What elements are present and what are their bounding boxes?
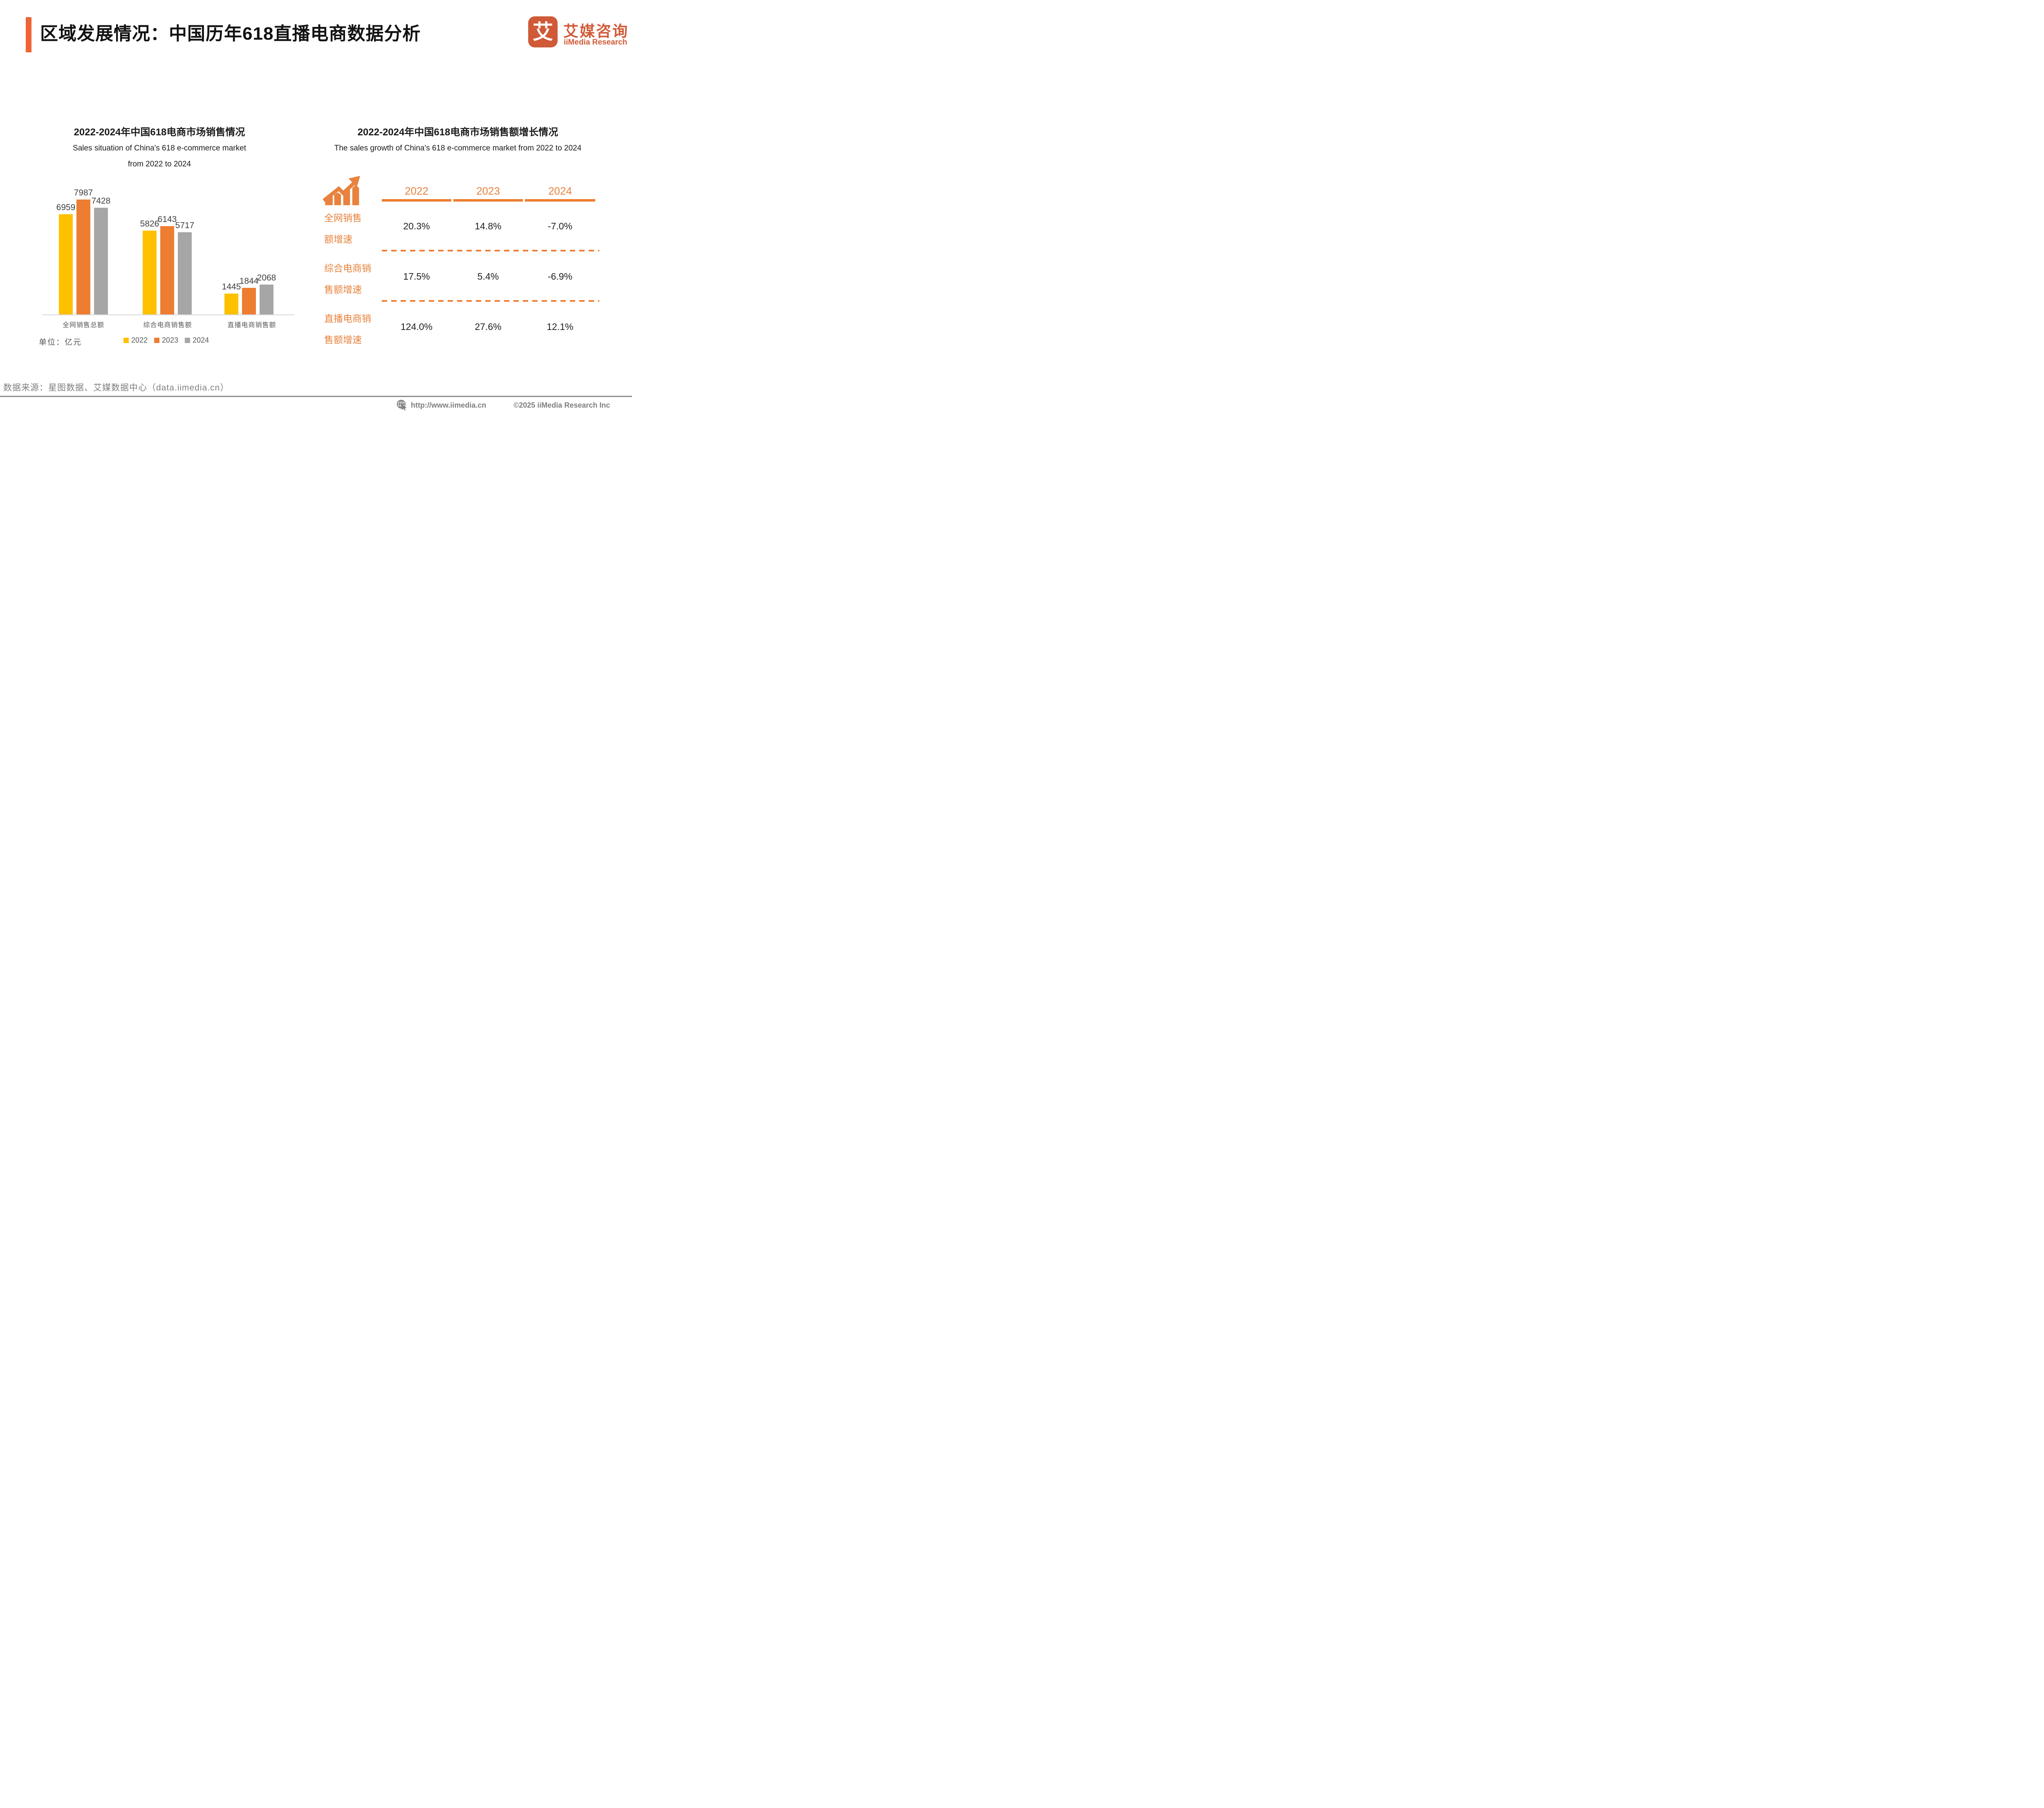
bar-group-live-ecommerce: 1445 1844 2068: [222, 273, 276, 314]
bar-2024-integrated: [178, 232, 192, 314]
footer-divider: [0, 396, 632, 397]
table-cell: 12.1%: [547, 321, 574, 332]
legend-item-2023: 2023: [154, 336, 178, 345]
table-cell: -6.9%: [547, 271, 573, 282]
category-label-integrated: 综合电商销售额: [143, 322, 192, 329]
bar-cell: 6959: [56, 203, 76, 314]
table-column-header-2024: 2024: [548, 185, 572, 197]
row-label-line: 售额增速: [324, 284, 362, 295]
table-cell: -7.0%: [547, 221, 573, 231]
bar-2023-integrated: [160, 226, 174, 314]
table-cell: 14.8%: [475, 221, 502, 231]
row-label-line: 售额增速: [324, 334, 362, 345]
header-underline: [382, 199, 451, 202]
brand-name-en: iiMedia Research: [564, 38, 628, 47]
legend-label: 2022: [131, 336, 148, 344]
bar-2022-total: [59, 214, 73, 314]
table-cell: 27.6%: [475, 321, 502, 332]
bar-value-label: 5826: [140, 219, 159, 229]
bar-2023-live: [242, 288, 256, 314]
bar-value-label: 7987: [74, 188, 93, 197]
globe-icon: [397, 399, 408, 411]
table-cell: 17.5%: [403, 271, 430, 282]
bar-2024-total: [94, 208, 108, 314]
row-label-live-growth: 直播电商销 售额增速: [324, 308, 390, 350]
bar-value-label: 1844: [239, 276, 259, 286]
legend-label: 2024: [193, 336, 209, 344]
bar-2022-live: [224, 294, 238, 314]
bar-value-label: 6143: [157, 215, 177, 224]
bar-cell: 7428: [91, 196, 111, 314]
bar-2023-total: [76, 200, 90, 314]
bar-group-total-network: 6959 7987 7428: [56, 188, 111, 314]
legend-swatch-yellow: [123, 338, 129, 343]
legend-swatch-orange: [154, 338, 160, 343]
row-separator-dashed: [382, 250, 599, 251]
right-table-subtitle: The sales growth of China's 618 e-commer…: [334, 144, 582, 153]
growth-chart-icon: [322, 176, 361, 207]
header-underline: [525, 199, 595, 202]
unit-label: 单位：亿元: [39, 338, 82, 347]
bar-value-label: 2068: [257, 273, 276, 283]
bar-value-label: 1445: [222, 282, 241, 292]
table-column-header-2022: 2022: [405, 185, 428, 197]
table-cell: 20.3%: [403, 221, 430, 231]
row-label-total-network-growth: 全网销售 额增速: [324, 207, 390, 250]
slide: 区域发展情况：中国历年618直播电商数据分析 艾 艾媒咨询 iiMedia Re…: [0, 0, 632, 411]
right-table-title: 2022-2024年中国618电商市场销售额增长情况: [357, 127, 558, 138]
legend-item-2022: 2022: [123, 336, 148, 345]
category-label-live: 直播电商销售额: [227, 322, 276, 329]
bar-value-label: 7428: [91, 196, 111, 206]
bar-group-integrated-ecommerce: 5826 6143 5717: [140, 215, 195, 314]
row-label-line: 综合电商销: [324, 263, 371, 274]
table-cell: 5.4%: [477, 271, 499, 282]
row-label-line: 直播电商销: [324, 313, 371, 324]
bar-2024-live: [260, 285, 273, 314]
chart-legend: 2022 2023 2024: [123, 336, 209, 345]
row-label-line: 额增速: [324, 234, 352, 245]
title-accent-bar: [26, 17, 31, 52]
bar-cell: 2068: [257, 273, 276, 314]
table-column-header-2023: 2023: [476, 185, 500, 197]
bar-cell: 7987: [74, 188, 93, 314]
footer-copyright: ©2025 iiMedia Research Inc: [513, 401, 610, 409]
header-underline: [453, 199, 523, 202]
logo-mark: 艾: [533, 20, 553, 43]
bar-cell: 5826: [140, 219, 159, 314]
bar-cell: 6143: [157, 215, 177, 314]
iimedia-logo-icon: 艾: [528, 16, 558, 47]
row-separator-dashed: [382, 300, 599, 302]
left-chart-subtitle-line1: Sales situation of China's 618 e-commerc…: [73, 144, 246, 153]
footer-url: http://www.iimedia.cn: [411, 401, 486, 409]
row-label-line: 全网销售: [324, 213, 362, 223]
data-source-note: 数据来源：星图数据、艾媒数据中心（data.iimedia.cn）: [3, 383, 229, 393]
legend-label: 2023: [162, 336, 179, 344]
bar-cell: 5717: [175, 221, 195, 314]
bar-value-label: 6959: [56, 203, 76, 212]
left-chart-subtitle-line2: from 2022 to 2024: [128, 160, 191, 168]
page-title: 区域发展情况：中国历年618直播电商数据分析: [40, 24, 421, 44]
legend-item-2024: 2024: [185, 336, 209, 345]
brand-name-cn: 艾媒咨询: [563, 23, 629, 40]
bar-2022-integrated: [143, 231, 157, 314]
table-cell: 124.0%: [400, 321, 433, 332]
bar-value-label: 5717: [175, 221, 195, 230]
left-chart-title: 2022-2024年中国618电商市场销售情况: [74, 127, 245, 138]
row-label-integrated-growth: 综合电商销 售额增速: [324, 258, 390, 300]
legend-swatch-gray: [185, 338, 191, 343]
category-label-total-network: 全网销售总额: [62, 322, 104, 329]
bar-chart-plot: 6959 7987 7428 5826 6143 5717: [43, 188, 294, 315]
bar-cell: 1844: [239, 276, 259, 314]
bar-cell: 1445: [222, 282, 241, 314]
